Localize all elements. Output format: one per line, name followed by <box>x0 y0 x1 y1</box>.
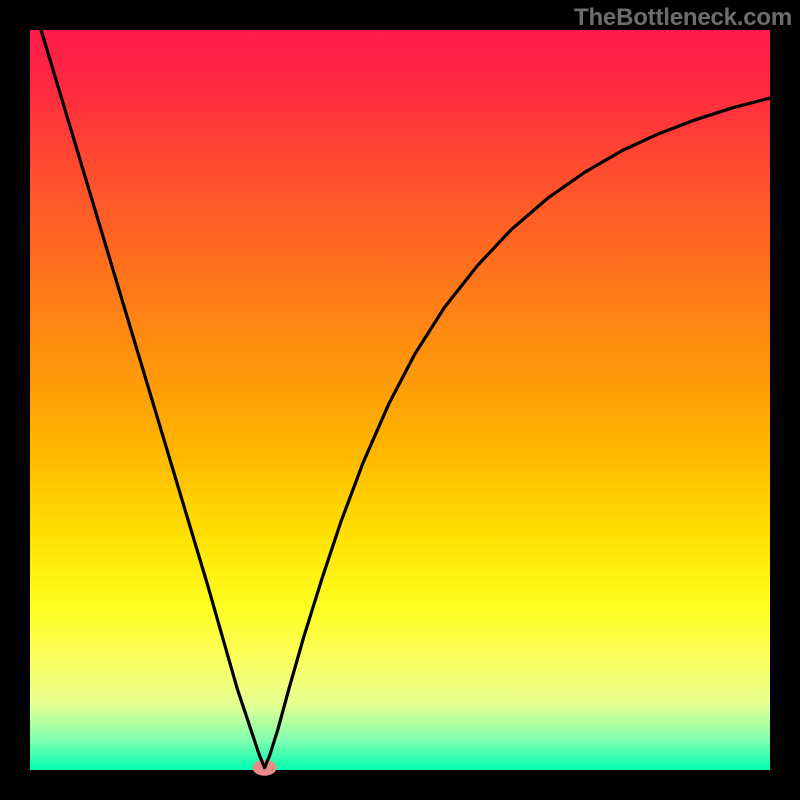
chart-container: TheBottleneck.com <box>0 0 800 800</box>
plot-area <box>30 30 770 770</box>
curve-path <box>30 0 770 768</box>
bottleneck-curve <box>30 30 770 770</box>
watermark-text: TheBottleneck.com <box>574 4 792 32</box>
